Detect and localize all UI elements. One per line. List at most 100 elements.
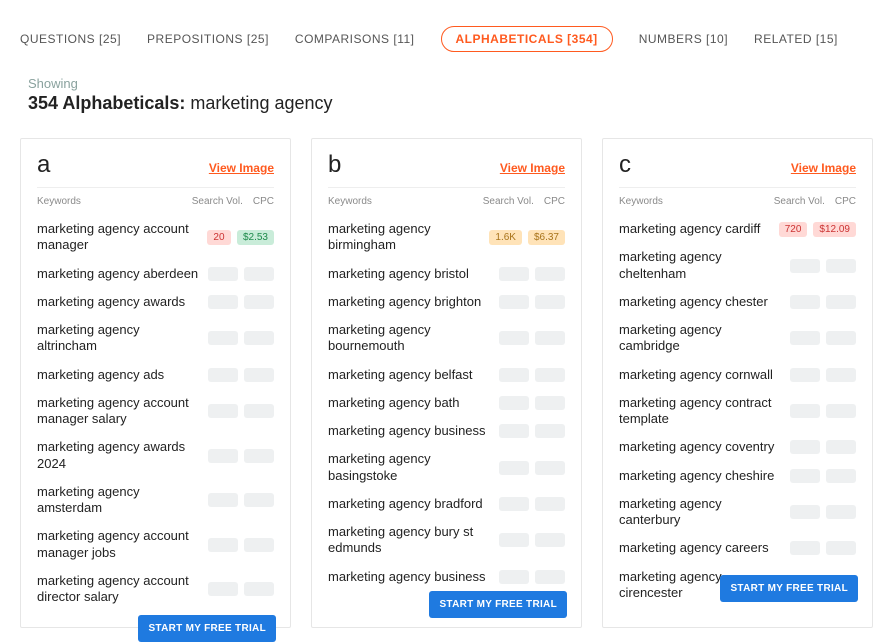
keyword-text: marketing agency belfast	[328, 367, 499, 383]
metrics	[208, 404, 274, 418]
keyword-text: marketing agency canterbury	[619, 496, 790, 529]
vol-pill-locked	[790, 440, 820, 454]
cpc-pill-locked	[826, 469, 856, 483]
keyword-text: marketing agency cardiff	[619, 221, 779, 237]
keyword-row: marketing agency account manager salary	[37, 389, 274, 434]
col-keywords: Keywords	[37, 196, 192, 207]
keyword-text: marketing agency bath	[328, 395, 499, 411]
keyword-text: marketing agency aberdeen	[37, 266, 208, 282]
cpc-pill-locked	[244, 295, 274, 309]
cpc-pill-locked	[244, 493, 274, 507]
keyword-text: marketing agency account manager salary	[37, 395, 208, 428]
metrics	[499, 533, 565, 547]
keyword-text: marketing agency cheltenham	[619, 249, 790, 282]
card-letter: c	[619, 151, 631, 179]
keyword-text: marketing agency account director salary	[37, 573, 208, 606]
metrics	[499, 497, 565, 511]
keyword-row: marketing agency ads	[37, 361, 274, 389]
keyword-text: marketing agency birmingham	[328, 221, 489, 254]
card-c: cView ImageKeywordsSearch Vol.CPCmarketi…	[602, 138, 873, 628]
keyword-text: marketing agency bristol	[328, 266, 499, 282]
vol-pill-locked	[790, 469, 820, 483]
metrics	[499, 424, 565, 438]
keyword-row: marketing agency cheltenham	[619, 243, 856, 288]
cpc-pill-locked	[244, 267, 274, 281]
keyword-row: marketing agency account manager jobs	[37, 522, 274, 567]
tab-prepositions[interactable]: PREPOSITIONS [25]	[147, 32, 269, 46]
keyword-text: marketing agency careers	[619, 540, 790, 556]
start-trial-button[interactable]: START MY FREE TRIAL	[429, 591, 567, 618]
keyword-row: marketing agency careers	[619, 534, 856, 562]
tab-comparisons[interactable]: COMPARISONS [11]	[295, 32, 415, 46]
vol-pill-locked	[790, 295, 820, 309]
cpc-pill-locked	[535, 368, 565, 382]
column-headers: KeywordsSearch Vol.CPC	[328, 196, 565, 207]
keyword-text: marketing agency account manager	[37, 221, 207, 254]
vol-pill-locked	[499, 267, 529, 281]
metrics	[499, 331, 565, 345]
card-letter: b	[328, 151, 341, 179]
keyword-row: marketing agency business	[328, 417, 565, 445]
column-headers: KeywordsSearch Vol.CPC	[37, 196, 274, 207]
vol-pill-locked	[790, 404, 820, 418]
keyword-row: marketing agency cornwall	[619, 361, 856, 389]
keyword-text: marketing agency awards 2024	[37, 439, 208, 472]
keyword-text: marketing agency business	[328, 423, 499, 439]
keyword-text: marketing agency amsterdam	[37, 484, 208, 517]
keyword-text: marketing agency cornwall	[619, 367, 790, 383]
vol-pill-locked	[208, 449, 238, 463]
keyword-row: marketing agency belfast	[328, 361, 565, 389]
metrics	[499, 295, 565, 309]
cpc-pill: $2.53	[237, 230, 274, 245]
keyword-row: marketing agency altrincham	[37, 316, 274, 361]
tab-alphabeticals[interactable]: ALPHABETICALS [354]	[441, 26, 613, 52]
cpc-pill-locked	[535, 461, 565, 475]
cpc-pill-locked	[244, 449, 274, 463]
keyword-row: marketing agency cardiff720$12.09	[619, 215, 856, 243]
metrics: 1.6K$6.37	[489, 230, 565, 245]
cpc-pill-locked	[535, 295, 565, 309]
vol-pill-locked	[208, 582, 238, 596]
tab-related[interactable]: RELATED [15]	[754, 32, 838, 46]
vol-pill: 20	[207, 230, 231, 245]
metrics	[499, 570, 565, 584]
vol-pill-locked	[208, 295, 238, 309]
keyword-text: marketing agency bournemouth	[328, 322, 499, 355]
tab-numbers[interactable]: NUMBERS [10]	[639, 32, 728, 46]
vol-pill-locked	[790, 541, 820, 555]
cpc-pill-locked	[826, 295, 856, 309]
keyword-row: marketing agency coventry	[619, 433, 856, 461]
keyword-text: marketing agency awards	[37, 294, 208, 310]
metrics	[208, 538, 274, 552]
vol-pill-locked	[208, 331, 238, 345]
cpc-pill-locked	[535, 533, 565, 547]
view-image-link[interactable]: View Image	[500, 161, 565, 175]
vol-pill-locked	[499, 570, 529, 584]
keyword-row: marketing agency bournemouth	[328, 316, 565, 361]
vol-pill-locked	[790, 368, 820, 382]
keyword-text: marketing agency altrincham	[37, 322, 208, 355]
cpc-pill-locked	[535, 497, 565, 511]
view-image-link[interactable]: View Image	[209, 161, 274, 175]
col-vol: Search Vol.	[774, 196, 825, 207]
metrics	[499, 368, 565, 382]
keyword-text: marketing agency cambridge	[619, 322, 790, 355]
vol-pill-locked	[790, 259, 820, 273]
cpc-pill-locked	[826, 541, 856, 555]
keyword-text: marketing agency contract template	[619, 395, 790, 428]
start-trial-button[interactable]: START MY FREE TRIAL	[720, 575, 858, 602]
vol-pill-locked	[499, 295, 529, 309]
metrics	[208, 267, 274, 281]
tabs-bar: QUESTIONS [25] PREPOSITIONS [25] COMPARISO…	[0, 0, 893, 68]
vol-pill-locked	[208, 493, 238, 507]
metrics	[790, 440, 856, 454]
view-image-link[interactable]: View Image	[791, 161, 856, 175]
cpc-pill-locked	[826, 368, 856, 382]
col-keywords: Keywords	[328, 196, 483, 207]
vol-pill-locked	[499, 497, 529, 511]
metrics	[790, 541, 856, 555]
tab-questions[interactable]: QUESTIONS [25]	[20, 32, 121, 46]
start-trial-button[interactable]: START MY FREE TRIAL	[138, 615, 276, 642]
metrics	[790, 505, 856, 519]
metrics	[208, 331, 274, 345]
